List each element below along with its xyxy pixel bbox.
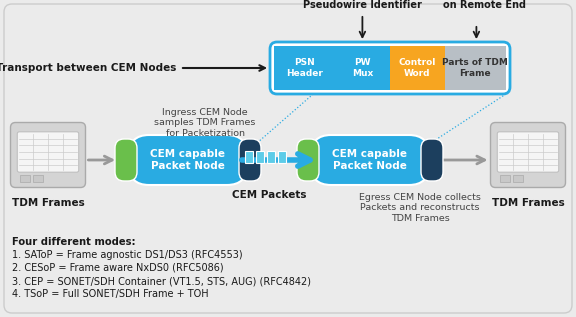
FancyBboxPatch shape <box>115 139 137 181</box>
Text: 1. SAToP = Frame agnostic DS1/DS3 (RFC4553): 1. SAToP = Frame agnostic DS1/DS3 (RFC45… <box>12 250 242 260</box>
FancyBboxPatch shape <box>270 42 510 94</box>
FancyBboxPatch shape <box>17 132 79 172</box>
Bar <box>274 46 335 90</box>
FancyBboxPatch shape <box>491 122 566 187</box>
Text: Control
Word: Control Word <box>399 58 436 78</box>
Text: Transport between CEM Nodes: Transport between CEM Nodes <box>0 63 176 73</box>
FancyBboxPatch shape <box>239 139 261 181</box>
Bar <box>500 175 510 182</box>
Text: TDM Frames: TDM Frames <box>12 197 84 208</box>
Text: PSN
Header: PSN Header <box>286 58 323 78</box>
Text: Egress CEM Node collects
Packets and reconstructs
TDM Frames: Egress CEM Node collects Packets and rec… <box>359 193 481 223</box>
FancyBboxPatch shape <box>10 122 85 187</box>
Text: Four different modes:: Four different modes: <box>12 237 135 247</box>
Text: 4. TSoP = Full SONET/SDH Frame + TOH: 4. TSoP = Full SONET/SDH Frame + TOH <box>12 289 209 299</box>
Text: Parts of TDM
Frame: Parts of TDM Frame <box>442 58 508 78</box>
Bar <box>335 46 390 90</box>
Text: CEM capable
Packet Node: CEM capable Packet Node <box>150 149 225 171</box>
Bar <box>245 151 253 163</box>
Text: CEM Packets: CEM Packets <box>232 190 306 200</box>
Bar <box>267 151 275 163</box>
Text: PW
Mux: PW Mux <box>352 58 373 78</box>
FancyBboxPatch shape <box>421 139 443 181</box>
Bar <box>445 46 506 90</box>
FancyBboxPatch shape <box>129 135 247 185</box>
Text: 2. CESoP = Frame aware NxDS0 (RFC5086): 2. CESoP = Frame aware NxDS0 (RFC5086) <box>12 263 223 273</box>
Bar <box>20 175 31 182</box>
FancyBboxPatch shape <box>497 132 559 172</box>
Text: Pseudowire Identifier: Pseudowire Identifier <box>303 0 422 10</box>
Text: AIS and RDI Generation
on Remote End: AIS and RDI Generation on Remote End <box>420 0 549 10</box>
Bar <box>513 175 523 182</box>
Bar <box>33 175 43 182</box>
Text: TDM Frames: TDM Frames <box>492 197 564 208</box>
Text: 3. CEP = SONET/SDH Container (VT1.5, STS, AUG) (RFC4842): 3. CEP = SONET/SDH Container (VT1.5, STS… <box>12 276 311 286</box>
Bar <box>256 151 264 163</box>
Bar <box>390 46 445 90</box>
Text: Ingress CEM Node
samples TDM Frames
for Packetization: Ingress CEM Node samples TDM Frames for … <box>154 108 256 138</box>
Bar <box>278 151 286 163</box>
Text: CEM capable
Packet Node: CEM capable Packet Node <box>332 149 407 171</box>
FancyBboxPatch shape <box>311 135 429 185</box>
FancyBboxPatch shape <box>4 4 572 313</box>
FancyBboxPatch shape <box>297 139 319 181</box>
